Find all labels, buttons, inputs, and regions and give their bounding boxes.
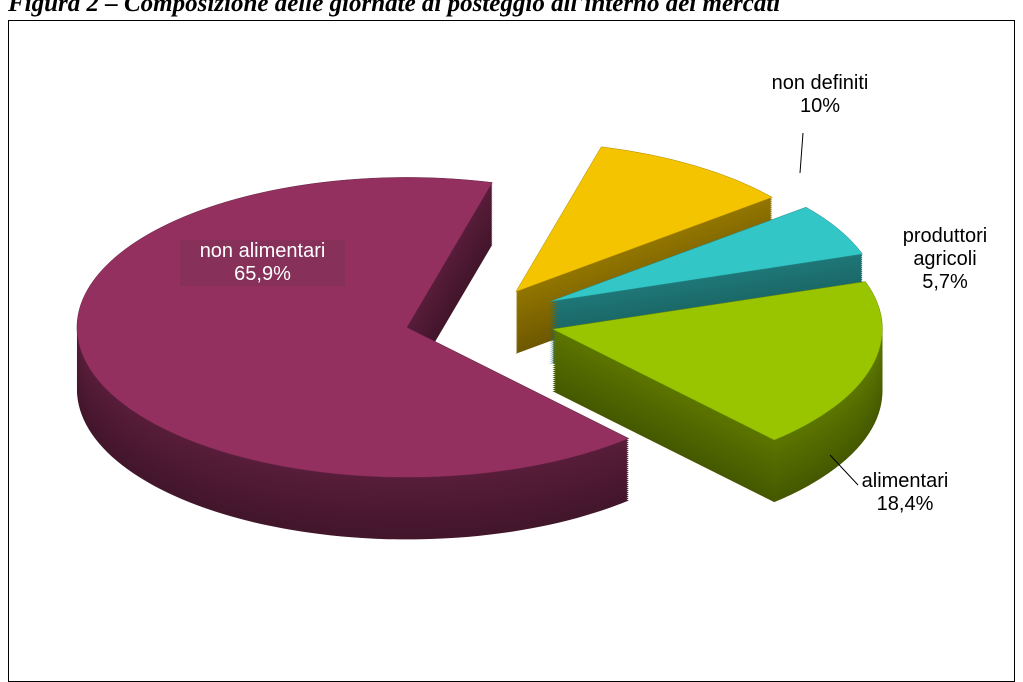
slice-label: non definiti 10% xyxy=(740,72,900,118)
slice xyxy=(551,281,883,441)
slice xyxy=(515,146,773,293)
leader-line xyxy=(799,132,804,174)
value-label: 5,7% xyxy=(922,271,968,293)
category-name: non alimentari xyxy=(199,240,326,262)
category-name: produttori agricoli xyxy=(902,225,988,270)
value-label: 65,9% xyxy=(234,263,291,285)
value-label: 10% xyxy=(799,95,841,117)
leader-line xyxy=(829,454,859,486)
slice xyxy=(549,206,863,302)
slice-label: non alimentari 65,9% xyxy=(180,240,345,286)
slice-label: produttori agricoli 5,7% xyxy=(880,225,1010,294)
slice-label: alimentari 18,4% xyxy=(830,470,980,516)
category-name: non definiti xyxy=(771,72,869,94)
chart-title: Figura 2 – Composizione delle giornate d… xyxy=(8,0,781,17)
category-name: alimentari xyxy=(861,470,949,492)
value-label: 18,4% xyxy=(876,493,934,515)
